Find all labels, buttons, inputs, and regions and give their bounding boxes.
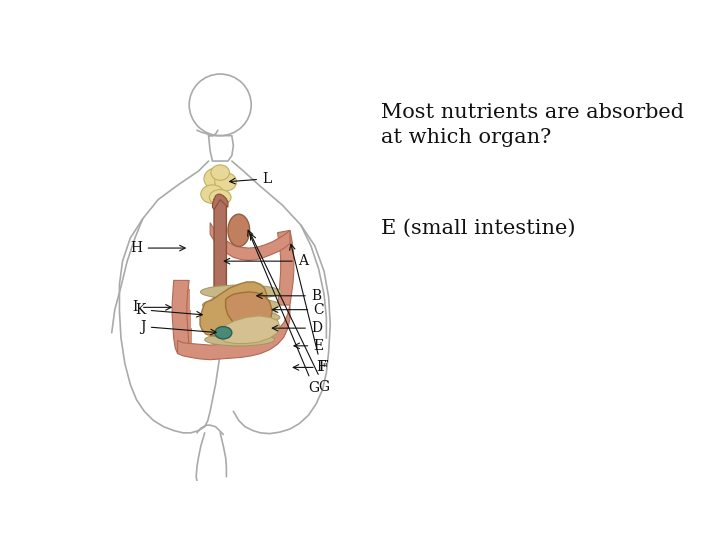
Text: B: B: [257, 289, 321, 303]
Ellipse shape: [202, 298, 280, 312]
FancyBboxPatch shape: [214, 199, 226, 323]
Ellipse shape: [204, 334, 274, 346]
Polygon shape: [176, 294, 190, 296]
Polygon shape: [178, 333, 192, 335]
Polygon shape: [176, 305, 190, 307]
Polygon shape: [178, 335, 192, 338]
Polygon shape: [176, 309, 191, 312]
Text: I: I: [132, 300, 171, 314]
Text: Most nutrients are absorbed
at which organ?: Most nutrients are absorbed at which org…: [381, 103, 683, 147]
Ellipse shape: [204, 168, 229, 190]
Polygon shape: [178, 340, 192, 342]
Ellipse shape: [200, 285, 282, 299]
Ellipse shape: [203, 288, 276, 346]
Text: E (small intestine): E (small intestine): [381, 219, 575, 238]
Polygon shape: [179, 349, 192, 351]
Polygon shape: [176, 287, 189, 289]
Polygon shape: [176, 289, 189, 291]
Polygon shape: [177, 316, 191, 319]
Text: F: F: [289, 244, 326, 374]
Text: D: D: [272, 321, 322, 335]
Text: H: H: [131, 241, 185, 255]
Polygon shape: [175, 282, 189, 284]
Polygon shape: [176, 296, 190, 298]
Text: E: E: [294, 339, 323, 353]
Ellipse shape: [211, 165, 230, 180]
Polygon shape: [177, 314, 191, 316]
Polygon shape: [177, 321, 192, 323]
Ellipse shape: [202, 310, 280, 325]
Ellipse shape: [203, 322, 279, 335]
Text: K: K: [135, 302, 202, 317]
Text: A: A: [224, 254, 307, 268]
Polygon shape: [176, 298, 190, 300]
Polygon shape: [176, 300, 190, 303]
Polygon shape: [179, 347, 192, 349]
Polygon shape: [178, 338, 192, 340]
Polygon shape: [179, 345, 192, 347]
Polygon shape: [172, 280, 191, 354]
Polygon shape: [177, 312, 191, 314]
Polygon shape: [225, 292, 272, 330]
Text: C: C: [272, 302, 324, 316]
Polygon shape: [176, 303, 190, 305]
Text: L: L: [230, 172, 271, 186]
Polygon shape: [178, 328, 192, 330]
Polygon shape: [212, 194, 228, 210]
Polygon shape: [176, 284, 189, 287]
Polygon shape: [179, 351, 193, 354]
Ellipse shape: [201, 185, 224, 204]
Polygon shape: [177, 326, 192, 328]
Text: G: G: [248, 230, 320, 395]
Polygon shape: [177, 323, 192, 326]
Ellipse shape: [215, 327, 232, 339]
Ellipse shape: [215, 173, 236, 191]
Polygon shape: [177, 319, 191, 321]
Polygon shape: [178, 305, 290, 360]
Polygon shape: [176, 291, 189, 294]
Ellipse shape: [228, 214, 250, 247]
Polygon shape: [179, 342, 192, 345]
Polygon shape: [200, 282, 266, 336]
Ellipse shape: [210, 190, 231, 205]
Text: F: F: [293, 360, 328, 374]
Text: G: G: [251, 234, 330, 394]
Polygon shape: [176, 307, 191, 309]
Polygon shape: [277, 231, 294, 305]
Polygon shape: [218, 316, 280, 343]
Polygon shape: [210, 222, 290, 260]
Polygon shape: [178, 330, 192, 333]
Text: J: J: [140, 320, 216, 335]
